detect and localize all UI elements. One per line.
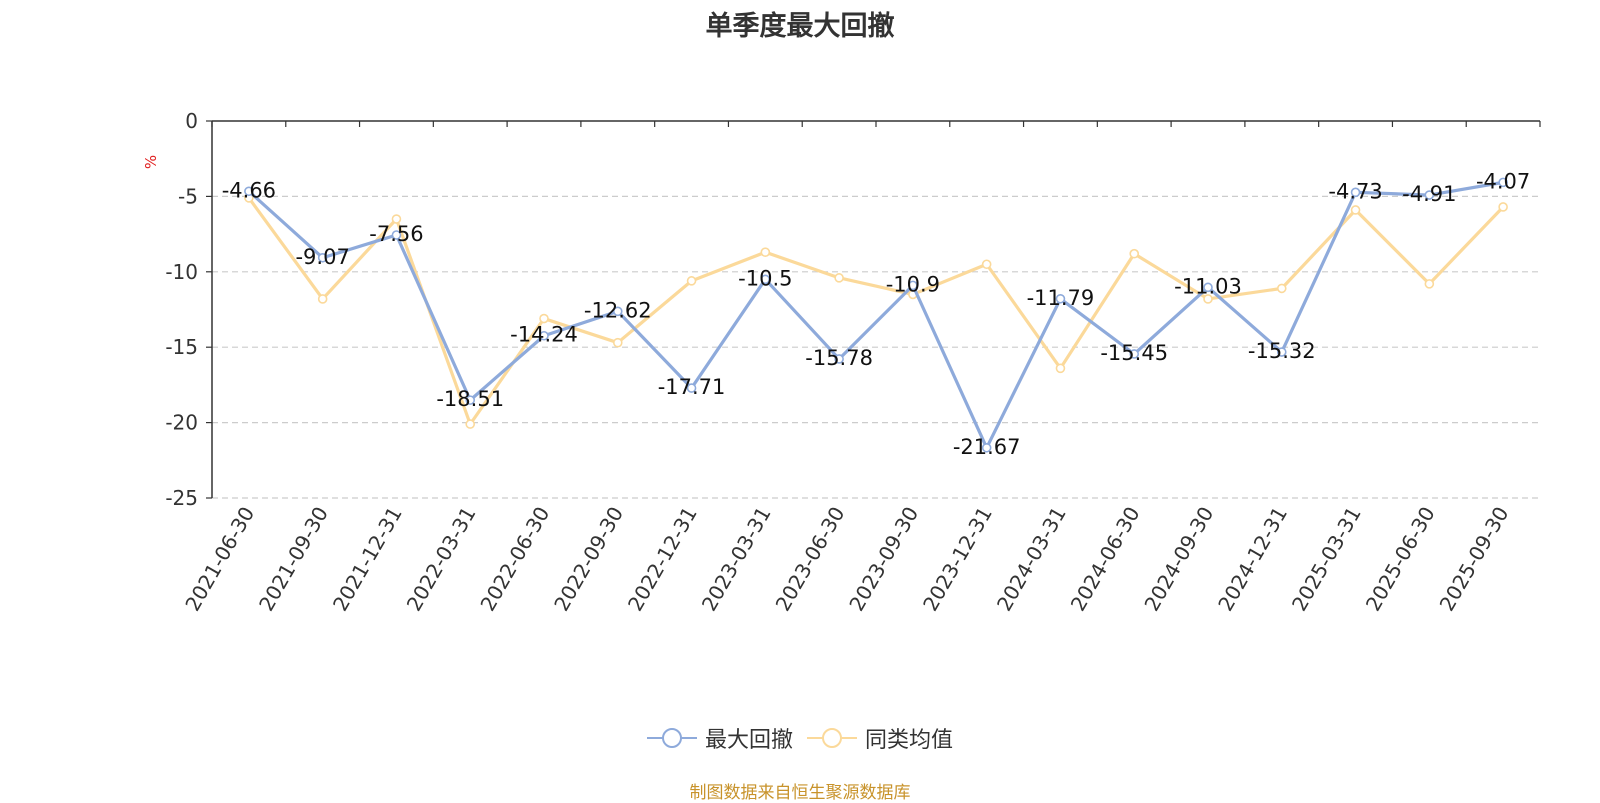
x-tick-label: 2022-12-31	[623, 503, 702, 616]
data-label: -14.24	[510, 323, 578, 347]
data-label: -4.73	[1328, 179, 1382, 203]
x-tick-label: 2024-12-31	[1213, 503, 1292, 616]
y-tick-label: -20	[165, 411, 198, 435]
x-tick-label: 2023-03-31	[697, 503, 776, 616]
data-point-peer-average	[1350, 205, 1361, 215]
data-point-max-drawdown	[1424, 190, 1435, 200]
x-tick-label: 2025-06-30	[1361, 503, 1440, 616]
y-axis-unit-label: %	[142, 155, 160, 169]
data-point-peer-average	[1276, 283, 1287, 294]
data-label: -4.91	[1402, 182, 1456, 206]
data-point-peer-average	[1203, 294, 1213, 304]
data-point-max-drawdown	[834, 354, 844, 364]
data-label: -18.51	[436, 387, 504, 411]
data-point-max-drawdown	[1498, 177, 1508, 188]
x-tick-label: 2024-09-30	[1139, 503, 1218, 616]
data-point-max-drawdown	[1129, 349, 1140, 359]
data-point-peer-average	[317, 294, 328, 304]
data-point-max-drawdown	[981, 442, 992, 453]
data-point-peer-average	[686, 276, 697, 286]
data-point-peer-average	[1498, 202, 1508, 212]
x-tick-label: 2021-12-31	[328, 503, 407, 616]
data-label: -10.5	[738, 266, 792, 290]
data-point-peer-average	[465, 419, 476, 429]
data-label: -11.03	[1174, 274, 1242, 298]
data-label: -15.78	[805, 346, 873, 370]
x-tick-label: 2021-09-30	[254, 503, 333, 616]
data-point-max-drawdown	[686, 383, 697, 393]
x-tick-label: 2022-09-30	[549, 503, 628, 616]
data-point-max-drawdown	[760, 274, 771, 285]
data-label: -11.79	[1027, 286, 1095, 310]
data-point-max-drawdown	[612, 306, 623, 317]
x-tick-label: 2023-06-30	[771, 503, 850, 616]
x-tick-label: 2025-09-30	[1435, 503, 1514, 616]
y-tick-label: -5	[178, 184, 198, 208]
source-note: 制图数据来自恒生聚源数据库	[689, 783, 911, 803]
data-point-max-drawdown	[539, 330, 549, 341]
series-layer	[244, 177, 1508, 453]
y-tick-label: -15	[165, 335, 198, 359]
data-point-max-drawdown	[908, 280, 918, 291]
y-tick-label: -25	[165, 486, 198, 510]
y-tick-label: -10	[165, 260, 198, 284]
data-point-peer-average	[834, 273, 844, 283]
series-line-peer-average	[247, 196, 1505, 426]
data-point-max-drawdown	[465, 395, 476, 405]
chart-title: 单季度最大回撤	[705, 11, 895, 42]
data-point-peer-average	[1129, 248, 1140, 259]
data-label: -15.45	[1100, 341, 1168, 365]
data-label: -21.67	[953, 435, 1021, 459]
data-label: -9.07	[295, 245, 349, 269]
legend-label-max-drawdown: 最大回撤	[704, 728, 793, 753]
x-tick-label: 2025-03-31	[1287, 503, 1366, 616]
series-line-max-drawdown	[247, 180, 1504, 450]
data-point-peer-average	[612, 337, 623, 348]
x-tick-label: 2024-03-31	[992, 503, 1071, 616]
legend: 最大回撤 同类均值	[0, 722, 1600, 754]
legend-marker-max-drawdown	[646, 728, 697, 748]
x-tick-label: 2023-12-31	[918, 503, 997, 616]
label-layer: -4.66 -9.07 -7.56 -18.51 -14.24-12.62 -17.71 -…	[222, 169, 1531, 458]
x-tick-label: 2022-06-30	[475, 503, 554, 616]
data-point-peer-average	[760, 247, 771, 257]
data-point-max-drawdown	[1350, 187, 1361, 198]
legend-marker-peer-average	[807, 728, 857, 748]
data-point-max-drawdown	[1276, 347, 1287, 357]
data-point-max-drawdown	[391, 230, 402, 240]
legend-item-max-drawdown[interactable]: 最大回撤	[646, 722, 793, 754]
data-point-peer-average	[1055, 363, 1066, 374]
data-point-max-drawdown	[1055, 293, 1066, 304]
data-point-max-drawdown	[317, 252, 328, 263]
data-label: -10.9	[886, 272, 940, 296]
data-label: -15.32	[1248, 339, 1316, 363]
x-tick-label: 2022-03-31	[402, 503, 481, 616]
data-point-peer-average	[1424, 279, 1435, 289]
data-point-peer-average	[391, 214, 402, 224]
data-label: -7.56	[369, 222, 423, 246]
x-tick-label: 2023-09-30	[844, 503, 923, 616]
x-tick-label: 2024-06-30	[1066, 503, 1145, 616]
data-label: -4.07	[1476, 169, 1530, 193]
data-point-max-drawdown	[1203, 282, 1213, 293]
grid-layer	[212, 195, 1540, 499]
x-tick-label: 2021-06-30	[180, 503, 259, 616]
data-point-peer-average	[981, 259, 992, 270]
data-label: -12.62	[584, 298, 652, 322]
data-point-max-drawdown	[244, 186, 254, 197]
data-point-peer-average	[539, 313, 549, 324]
legend-item-peer-average[interactable]: 同类均值	[807, 722, 953, 754]
legend-label-peer-average: 同类均值	[865, 728, 954, 753]
data-label: -17.71	[658, 375, 726, 399]
y-tick-label: 0	[185, 109, 198, 133]
data-label: -4.66	[222, 178, 276, 202]
